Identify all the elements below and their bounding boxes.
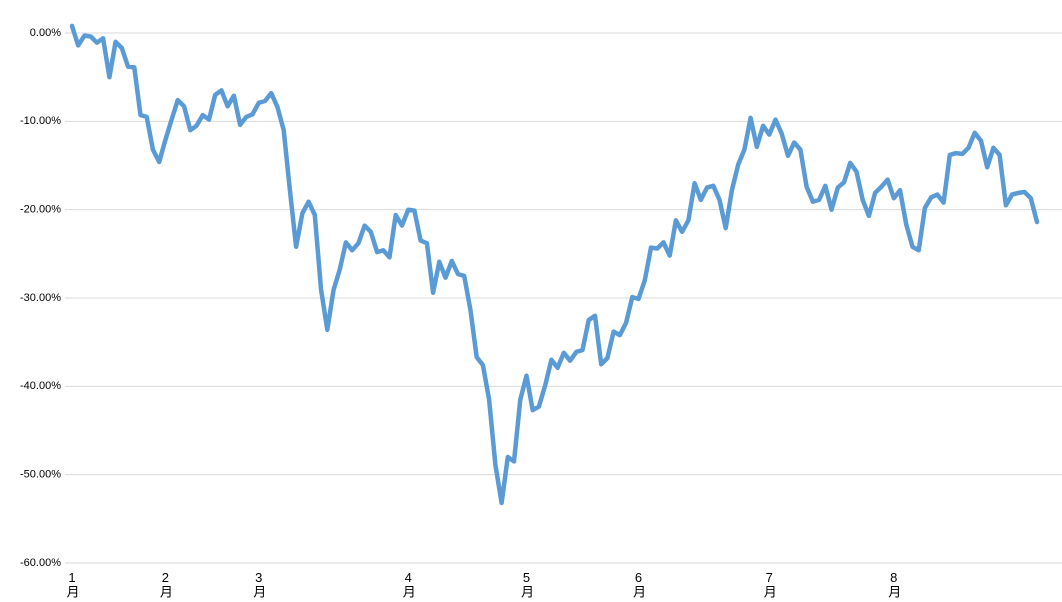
- y-tick-label: -10.00%: [20, 115, 61, 127]
- x-tick-label: 6月: [631, 570, 646, 599]
- x-tick-label: 7月: [762, 570, 777, 599]
- y-tick-label: 0.00%: [30, 27, 61, 39]
- x-tick-label: 3月: [251, 570, 266, 599]
- x-tick-label: 8月: [886, 570, 901, 599]
- y-tick-label: -50.00%: [20, 469, 61, 481]
- y-tick-label: -60.00%: [20, 557, 61, 569]
- y-tick-label: -30.00%: [20, 292, 61, 304]
- y-tick-label: -20.00%: [20, 204, 61, 216]
- x-tick-label: 2月: [158, 570, 173, 599]
- x-tick-label: 4月: [401, 570, 416, 599]
- y-tick-label: -40.00%: [20, 380, 61, 392]
- line-series: [69, 23, 1040, 506]
- x-tick-label: 5月: [519, 570, 534, 599]
- x-tick-label: 1月: [65, 570, 80, 599]
